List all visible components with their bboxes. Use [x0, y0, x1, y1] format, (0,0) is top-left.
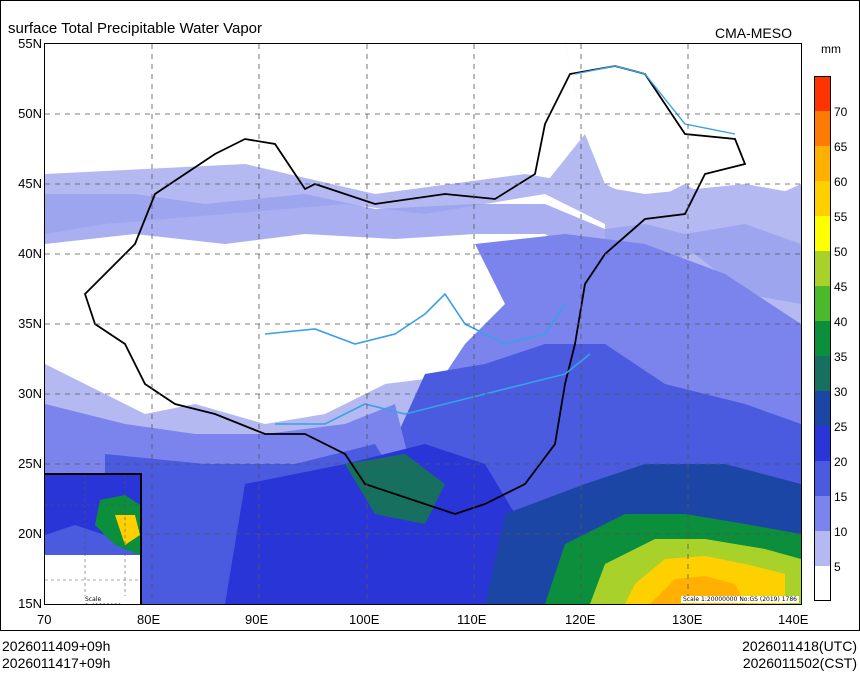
lon-label-80: 80E — [137, 612, 161, 627]
colorbar-swatch-70 — [815, 77, 830, 111]
init-time: 2026011409+09h — [2, 638, 111, 654]
map-title: surface Total Precipitable Water Vapor — [8, 20, 263, 37]
moist-band-north — [45, 164, 801, 274]
moist-band-north-2 — [45, 194, 801, 304]
colorbar-swatch-60 — [815, 146, 830, 181]
inset-svg — [45, 475, 140, 604]
lon-label-110: 110E — [457, 612, 487, 627]
lat-label-40: 40N — [18, 246, 42, 261]
colorbar-swatch-65 — [815, 111, 830, 146]
colorbar-swatch-40 — [815, 286, 830, 321]
lon-label-140: 140E — [778, 612, 809, 627]
colorbar-label-55: 55 — [834, 210, 848, 224]
river-amur — [574, 65, 736, 135]
graticule — [45, 44, 801, 604]
footer-right: 2026011418(UTC) 2026011502(CST) — [742, 638, 857, 672]
river-yellow — [264, 292, 566, 345]
valid-time-utc: 2026011418(UTC) — [742, 638, 857, 654]
colorbar-swatch-35 — [815, 321, 830, 356]
colorbar-swatch-0 — [815, 566, 830, 600]
lat-label-55: 55N — [18, 36, 42, 51]
map-scale-note: Scale 1:20000000 No:GS (2019) 1786 — [680, 596, 799, 603]
country-border — [83, 65, 747, 515]
lat-label-45: 45N — [18, 176, 42, 191]
lat-label-50: 50N — [18, 106, 42, 121]
colorbar-swatch-50 — [815, 216, 830, 251]
map-svg — [45, 44, 801, 604]
lon-label-100: 100E — [349, 612, 380, 627]
colorbar-label-20: 20 — [834, 455, 848, 469]
lat-label-15: 15N — [18, 596, 42, 611]
lat-label-35: 35N — [18, 316, 42, 331]
agency-label: CMA-MESO — [715, 25, 792, 41]
colorbar-label-50: 50 — [834, 245, 848, 259]
footer-left: 2026011409+09h 2026011417+09h — [2, 638, 110, 672]
inset-scale-label: Scale 1:40000000 — [83, 596, 140, 604]
colorbar-swatch-55 — [815, 181, 830, 216]
colorbar-swatch-5 — [815, 531, 830, 566]
inset-map: Scale 1:40000000 — [45, 473, 142, 604]
colorbar-label-15: 15 — [834, 490, 848, 504]
colorbar-label-5: 5 — [834, 560, 841, 574]
colorbar-label-45: 45 — [834, 280, 848, 294]
colorbar-label-25: 25 — [834, 420, 848, 434]
dry-region-northeast — [565, 44, 801, 214]
lon-label-130: 130E — [672, 612, 703, 627]
lat-label-20: 20N — [18, 526, 42, 541]
colorbar-label-40: 40 — [834, 315, 848, 329]
colorbar-swatch-20 — [815, 426, 830, 461]
colorbar-label-70: 70 — [834, 105, 848, 119]
colorbar-label-10: 10 — [834, 525, 848, 539]
colorbar-swatch-30 — [815, 356, 830, 391]
lat-label-25: 25N — [18, 456, 42, 471]
river-yangtze — [275, 353, 591, 425]
lon-label-90: 90E — [245, 612, 269, 627]
valid-time-local: 2026011417+09h — [2, 655, 111, 671]
colorbar-swatch-10 — [815, 496, 830, 531]
lon-label-70: 70 — [37, 612, 52, 627]
moist-core-yunnan — [345, 454, 445, 524]
valid-time-cst: 2026011502(CST) — [742, 655, 857, 671]
colorbar-label-30: 30 — [834, 385, 848, 399]
colorbar-label-65: 65 — [834, 140, 848, 154]
colorbar — [814, 76, 831, 601]
colorbar-label-60: 60 — [834, 175, 848, 189]
lon-label-120: 120E — [565, 612, 596, 627]
colorbar-swatch-45 — [815, 251, 830, 286]
lat-label-30: 30N — [18, 386, 42, 401]
colorbar-label-35: 35 — [834, 350, 848, 364]
colorbar-swatch-25 — [815, 391, 830, 426]
colorbar-unit: mm — [821, 42, 841, 56]
map-panel: Scale 1:40000000 Scale 1:20000000 No:GS … — [44, 43, 802, 605]
colorbar-swatch-15 — [815, 461, 830, 496]
